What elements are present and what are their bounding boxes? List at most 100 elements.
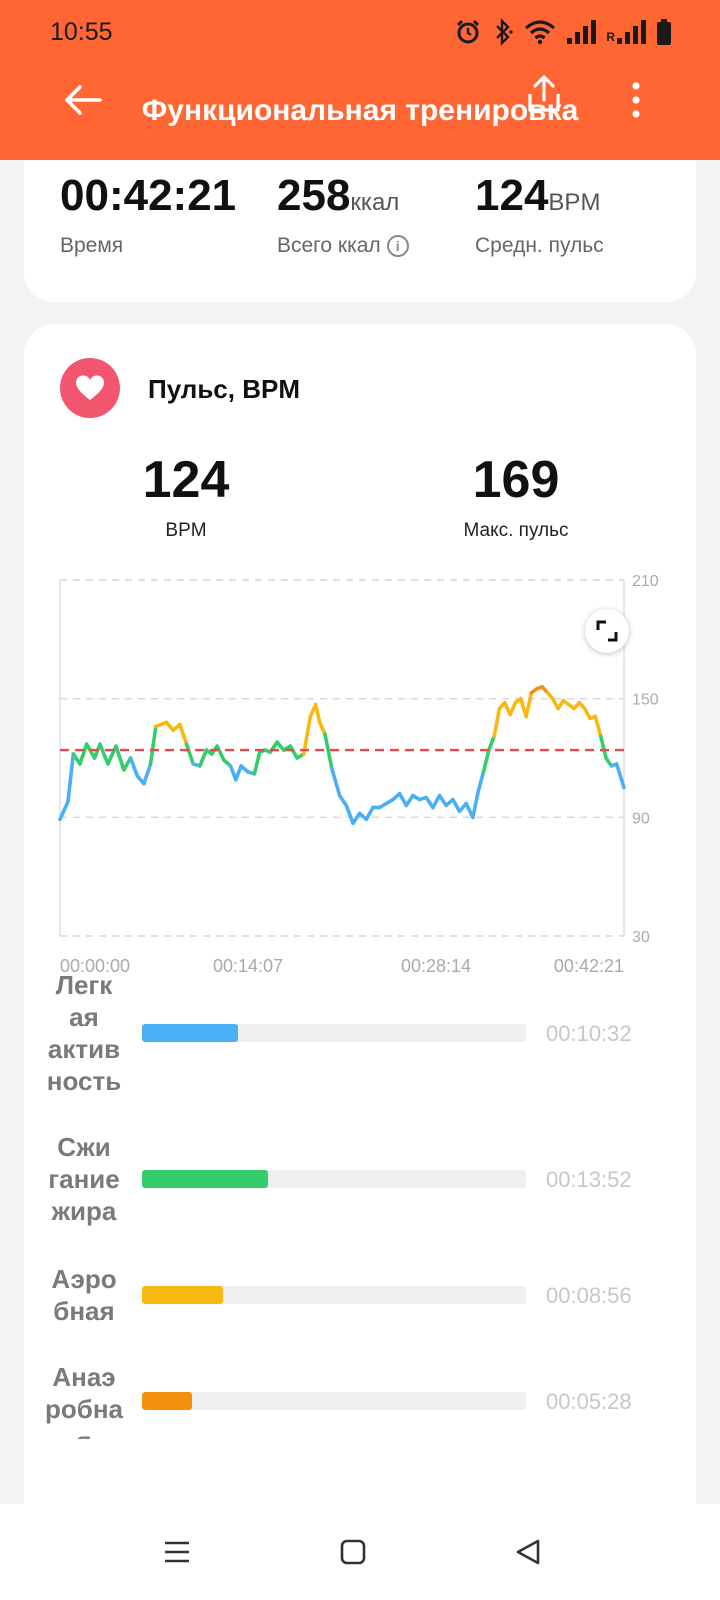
nav-menu-button[interactable]: [155, 1530, 199, 1574]
y-tick-label: 90: [632, 810, 650, 827]
hr-line-segment: [471, 789, 480, 820]
zone-progress-fill: [142, 1392, 192, 1410]
avg-hr-stat: 124 BPM: [56, 454, 316, 542]
y-tick-label: 30: [632, 929, 650, 946]
x-tick-label: 00:14:07: [213, 956, 283, 976]
hr-line-segment: [451, 797, 462, 814]
y-tick-label: 150: [632, 692, 659, 709]
zone-progress-track: [142, 1392, 526, 1410]
summary-calories-label: Всего ккал i: [277, 234, 409, 258]
zone-time: 00:05:28: [546, 1389, 632, 1414]
expand-chart-button[interactable]: [585, 609, 629, 653]
hr-line-segment: [317, 720, 327, 737]
zone-label: Аэро бная: [51, 1264, 117, 1326]
hr-line-segment: [106, 744, 118, 766]
roaming-label: R: [606, 30, 615, 44]
summary-avg-hr-label: Средн. пульс: [475, 234, 604, 258]
hr-line-segment: [114, 744, 126, 772]
avg-hr-stat-value: 124: [142, 451, 230, 509]
hr-line-segment: [337, 793, 349, 808]
hr-line-segment: [614, 762, 626, 790]
alarm-icon: [457, 19, 480, 44]
hr-line-segment: [288, 744, 299, 760]
max-hr-stat-label: Макс. пульс: [463, 520, 569, 541]
system-nav-bar: [0, 1504, 720, 1600]
hr-line-segment: [313, 702, 322, 725]
avg-hr-stat-label: BPM: [165, 520, 207, 541]
share-button[interactable]: [522, 72, 566, 116]
hr-line-segment: [142, 762, 153, 786]
hr-line-segment: [66, 752, 76, 804]
signal-roaming-icon: R: [606, 18, 646, 46]
hr-line-segment: [524, 690, 534, 719]
heart-icon: [76, 375, 104, 400]
nav-home-button[interactable]: [331, 1530, 375, 1574]
heart-rate-chart: 30 90 150 210 00:00:00 00:14:07 00:28:14 00:42:…: [58, 573, 659, 976]
x-tick-label: 00:00:00: [60, 956, 130, 976]
hr-line-segment: [431, 793, 442, 810]
heart-rate-card: Пульс, BPM 124 BPM 169 Макс. пульс 30 90 1…: [24, 324, 696, 1504]
toolbar: Функциональная тренировка: [0, 64, 720, 160]
summary-time: 00:42:21 Время: [60, 174, 236, 258]
status-bar: 10:55 R: [0, 0, 720, 64]
hr-line-segment: [128, 756, 140, 778]
hr-line-segment: [476, 770, 486, 794]
zone-progress-fill: [142, 1024, 238, 1042]
x-tick-label: 00:28:14: [401, 956, 471, 976]
share-icon: [528, 75, 560, 112]
hr-line-segment: [98, 742, 110, 766]
heart-badge: [60, 358, 120, 418]
nav-back-button[interactable]: [506, 1530, 550, 1574]
summary-avg-hr: 124BPM Средн. пульс: [475, 174, 604, 258]
zone-progress-fill: [142, 1170, 268, 1188]
hr-line-segment: [252, 750, 262, 776]
summary-time-label: Время: [60, 234, 236, 258]
back-triangle-icon: [516, 1539, 540, 1565]
battery-icon: [657, 19, 671, 45]
avg-hr-number: 124: [475, 171, 549, 220]
y-tick-label: 210: [632, 573, 659, 590]
hr-line-segment: [598, 734, 608, 760]
home-square-icon: [340, 1539, 366, 1565]
hr-line-segment: [58, 799, 70, 822]
summary-time-label-text: Время: [60, 234, 124, 257]
wifi-icon: [525, 20, 556, 45]
back-button[interactable]: [58, 74, 110, 126]
calories-label-text: Всего ккал: [277, 234, 381, 257]
hr-line-segment: [301, 714, 313, 756]
calories-unit: ккал: [350, 189, 400, 216]
hr-line-segment: [78, 742, 89, 766]
expand-icon: [596, 620, 618, 642]
status-time: 10:55: [50, 18, 113, 46]
hr-line-segment: [397, 791, 409, 808]
avg-hr-label-text: Средн. пульс: [475, 234, 604, 257]
hr-line-segment: [404, 793, 415, 808]
zone-label: Сжи гание жира: [48, 1132, 120, 1226]
hr-line-segment: [323, 732, 334, 770]
hr-line-segment: [198, 748, 209, 768]
hr-line-segment: [437, 793, 449, 808]
zone-time: 00:08:56: [546, 1283, 632, 1308]
menu-icon: [165, 1541, 189, 1563]
zone-time: 00:13:52: [546, 1167, 632, 1192]
zone-label: Легк ая актив ность: [46, 970, 122, 1096]
x-tick-label: 00:42:21: [554, 956, 624, 976]
hr-line-segment: [233, 764, 243, 782]
zone-time: 00:10:32: [546, 1021, 632, 1046]
hr-line-segment: [215, 744, 226, 762]
summary-calories: 258ккал Всего ккал i: [277, 174, 409, 258]
hr-line-segment: [351, 811, 362, 826]
status-icons: R: [454, 16, 672, 48]
more-options-button[interactable]: [618, 74, 654, 126]
zone-progress-track: [142, 1286, 526, 1304]
hr-line-segment: [344, 803, 355, 826]
hr-line-segment: [364, 805, 375, 822]
info-icon[interactable]: i: [386, 235, 409, 257]
summary-time-value: 00:42:21: [60, 171, 237, 220]
hr-line-segment: [593, 714, 603, 739]
max-hr-stat-value: 169: [472, 451, 560, 509]
hr-line-segment: [184, 742, 195, 766]
bluetooth-icon: [496, 18, 513, 46]
hr-line-segment: [148, 724, 158, 766]
max-hr-stat: 169 Макс. пульс: [386, 454, 646, 542]
